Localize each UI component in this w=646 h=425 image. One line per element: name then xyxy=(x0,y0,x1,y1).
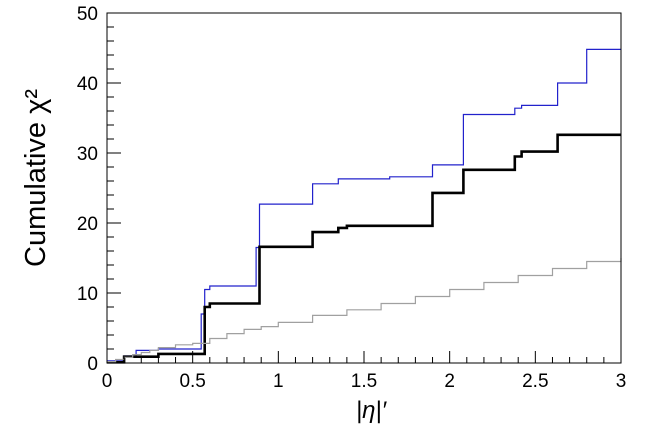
x-axis-title: |η|′ xyxy=(356,397,388,424)
y-tick-label: 40 xyxy=(77,74,98,95)
x-tick-label: 2.5 xyxy=(522,371,548,392)
x-tick-label: 0.5 xyxy=(179,371,205,392)
x-tick-label: 1.5 xyxy=(351,371,377,392)
series-line-0 xyxy=(107,48,621,362)
x-tick-label: 0 xyxy=(102,371,113,392)
series-layer xyxy=(107,48,622,364)
x-tick-label: 3 xyxy=(616,371,627,392)
y-tick-label: 0 xyxy=(87,354,98,375)
y-tick-label: 10 xyxy=(77,284,98,305)
y-tick-label: 20 xyxy=(77,214,98,235)
series-line-2 xyxy=(107,258,622,363)
y-axis-title: Cumulative χ² xyxy=(20,89,52,267)
x-tick-label: 2 xyxy=(444,371,455,392)
x-tick-label: 1 xyxy=(273,371,284,392)
plot-frame xyxy=(106,12,622,364)
y-tick-label: 30 xyxy=(77,144,98,165)
y-tick-label: 50 xyxy=(77,4,98,25)
series-line-1 xyxy=(107,133,621,364)
